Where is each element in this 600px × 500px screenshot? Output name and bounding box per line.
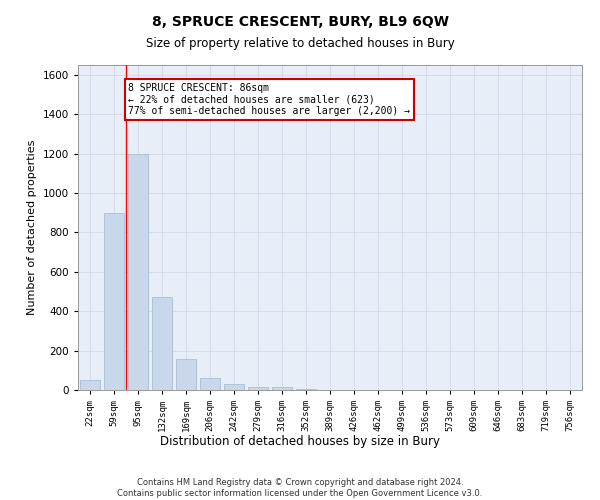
Text: 8, SPRUCE CRESCENT, BURY, BL9 6QW: 8, SPRUCE CRESCENT, BURY, BL9 6QW — [151, 15, 449, 29]
Bar — [296, 389, 316, 390]
Bar — [128, 154, 148, 390]
Text: Contains HM Land Registry data © Crown copyright and database right 2024.
Contai: Contains HM Land Registry data © Crown c… — [118, 478, 482, 498]
Text: 8 SPRUCE CRESCENT: 86sqm
← 22% of detached houses are smaller (623)
77% of semi-: 8 SPRUCE CRESCENT: 86sqm ← 22% of detach… — [128, 82, 410, 116]
Bar — [152, 298, 172, 390]
Bar — [224, 384, 244, 390]
Text: Size of property relative to detached houses in Bury: Size of property relative to detached ho… — [146, 38, 454, 51]
Bar — [176, 360, 196, 390]
Bar — [272, 387, 292, 390]
Text: Distribution of detached houses by size in Bury: Distribution of detached houses by size … — [160, 435, 440, 448]
Bar — [248, 387, 268, 390]
Bar — [80, 380, 100, 390]
Bar — [200, 378, 220, 390]
Bar — [104, 212, 124, 390]
Y-axis label: Number of detached properties: Number of detached properties — [27, 140, 37, 315]
